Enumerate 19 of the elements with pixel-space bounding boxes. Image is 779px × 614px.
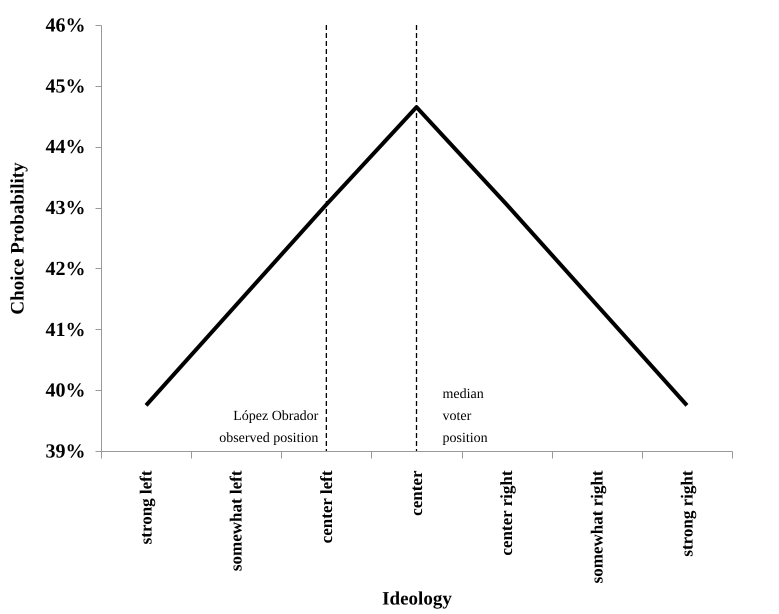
x-tick-label: center right xyxy=(497,470,516,556)
y-tick-label: 46% xyxy=(46,14,86,36)
ref-line-label: López Obrador observed position xyxy=(219,409,319,446)
y-tick-label: 40% xyxy=(46,380,86,402)
x-tick-label: strong right xyxy=(677,470,696,557)
ref-line-label: median voter position xyxy=(442,387,488,446)
y-tick-label: 45% xyxy=(46,75,86,98)
x-tick-label: strong left xyxy=(136,470,156,544)
y-axis-title: Choice Probability xyxy=(8,162,28,315)
y-tick-label: 43% xyxy=(46,197,86,220)
x-tick-label: center left xyxy=(316,470,336,544)
x-axis-title: Ideology xyxy=(382,588,452,610)
y-tick-label: 41% xyxy=(46,318,86,341)
y-tick-label: 42% xyxy=(46,258,86,280)
x-tick-label: somewhat right xyxy=(587,470,606,584)
y-tick-label: 44% xyxy=(46,136,86,158)
x-tick-label: somewhat left xyxy=(226,470,246,572)
y-tick-label: 39% xyxy=(46,440,86,462)
x-tick-label: center xyxy=(407,470,426,516)
